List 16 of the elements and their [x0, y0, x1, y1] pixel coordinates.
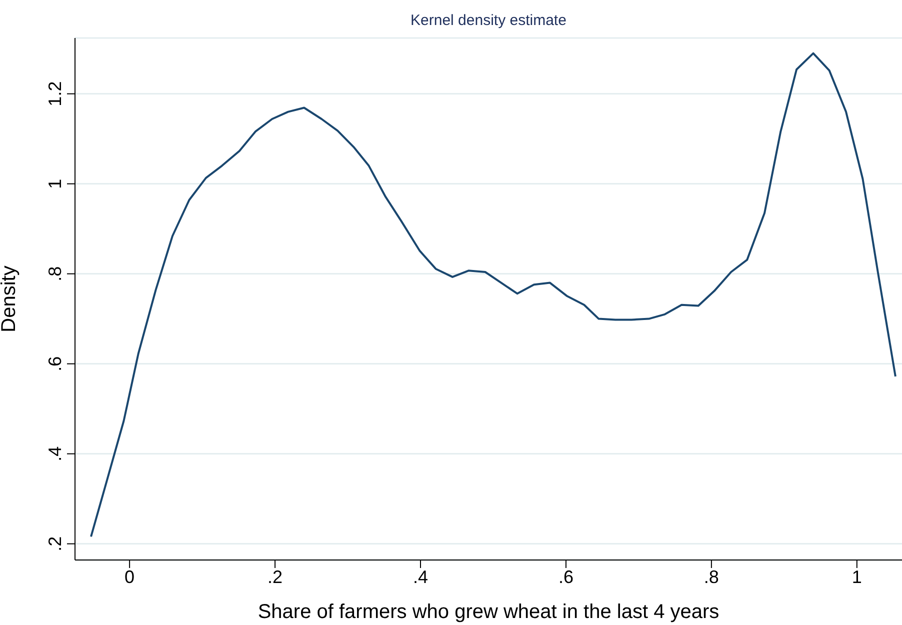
x-tick-label: .6 — [558, 566, 574, 587]
y-axis-title: Density — [0, 266, 20, 332]
y-tick-label: .6 — [45, 356, 65, 372]
y-tick-label: .8 — [45, 266, 65, 282]
y-tick-label: 1 — [45, 178, 65, 189]
line-series — [90, 52, 896, 538]
x-tick-label: 1 — [852, 566, 862, 587]
chart-title: Kernel density estimate — [410, 12, 568, 29]
x-axis-title: Share of farmers who grew wheat in the last 4 years — [258, 601, 720, 623]
y-tick-label: 1.2 — [45, 81, 65, 106]
x-tick-label: .2 — [268, 566, 283, 587]
y-tick-label: .2 — [45, 536, 65, 552]
x-tick-label: .8 — [704, 566, 719, 587]
x-tick-label: 0 — [124, 566, 135, 587]
y-tick-label: .4 — [45, 446, 65, 462]
x-tick-label: .4 — [412, 566, 428, 587]
